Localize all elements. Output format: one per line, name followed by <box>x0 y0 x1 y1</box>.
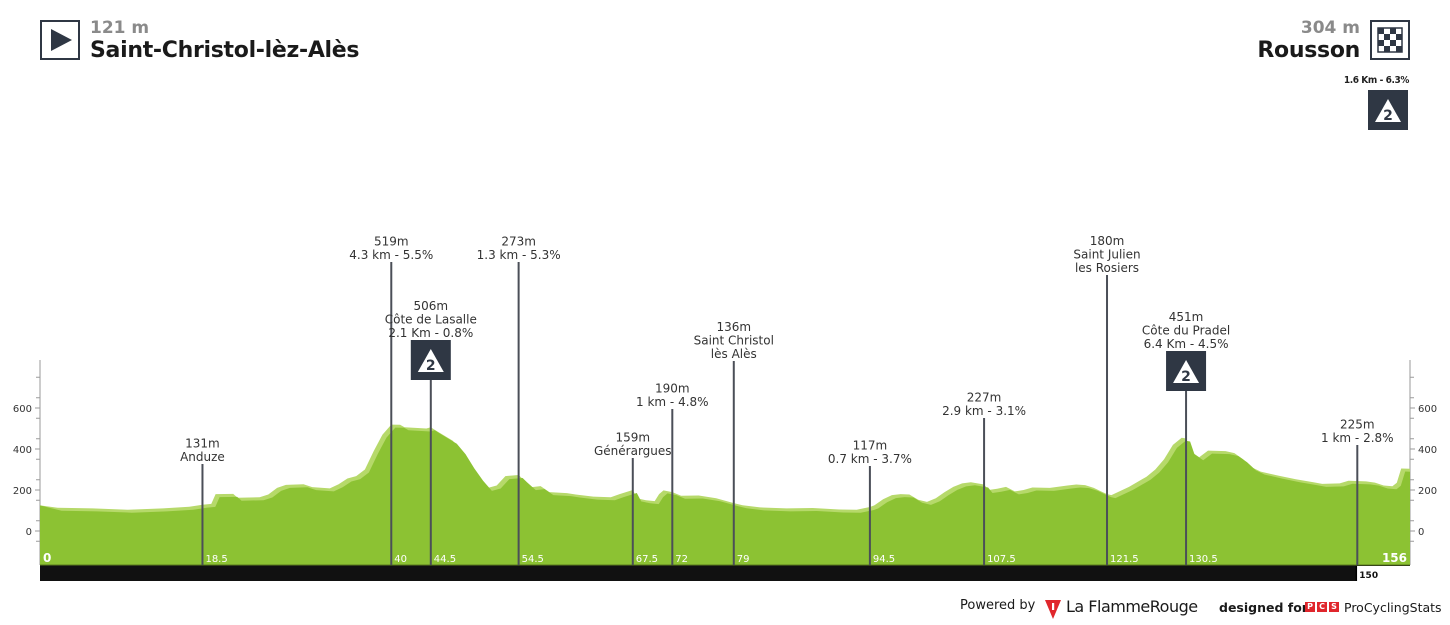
y-tick-label-right: 0 <box>1418 527 1424 538</box>
marker-label-line: lès Alès <box>711 347 757 361</box>
marker-label-line: 2.1 Km - 0.8% <box>388 326 473 340</box>
marker-km-label: 67.5 <box>636 554 658 565</box>
marker-label-line: 0.7 km - 3.7% <box>828 452 912 466</box>
marker-km-label: 130.5 <box>1189 554 1218 565</box>
marker-km-label: 94.5 <box>873 554 895 565</box>
marker-label-line: 117m <box>853 439 888 453</box>
pcs-logo-letter-c: C <box>1317 602 1327 612</box>
km-to-go-box <box>1356 566 1417 581</box>
marker-km-label: 107.5 <box>987 554 1016 565</box>
marker-label-line: 131m <box>185 437 220 451</box>
marker-label-line: 136m <box>716 320 751 334</box>
marker-label-line: 506m <box>414 299 449 313</box>
start-altitude: 121 m <box>90 18 150 38</box>
pcs-logo-letter-p: P <box>1305 602 1315 612</box>
marker-label-line: Saint Julien <box>1073 248 1140 262</box>
y-tick-label-right: 200 <box>1418 486 1437 497</box>
finish-altitude: 304 m <box>1300 18 1360 38</box>
marker-km-label: 40 <box>394 554 407 565</box>
elevation-profile-dark <box>40 427 1410 565</box>
mountain-icon <box>417 349 444 372</box>
km-to-go-label: 150 <box>1359 571 1378 581</box>
marker-km-label: 72 <box>675 554 688 565</box>
marker-label-line: 190m <box>655 382 690 396</box>
mountain-icon <box>1375 99 1401 122</box>
marker-label-line: 159m <box>615 431 650 445</box>
marker-label-line: Côte du Pradel <box>1142 324 1230 338</box>
final-climb-category-badge: 2 <box>1368 90 1408 130</box>
start-km-label: 0 <box>43 551 51 565</box>
marker-label-line: 1 km - 2.8% <box>1321 431 1394 445</box>
finish-header: 304 m Rousson <box>1257 18 1360 64</box>
distance-bar <box>40 565 1410 581</box>
flame-icon <box>1045 600 1061 619</box>
climb-category-badge: 2 <box>410 340 451 380</box>
marker-label-line: 451m <box>1169 310 1204 324</box>
powered-by-text: Powered by <box>960 598 1036 613</box>
marker-km-label: 44.5 <box>434 554 456 565</box>
start-header: 121 m Saint-Christol-lèz-Alès <box>90 18 360 64</box>
marker-km-label: 18.5 <box>205 554 227 565</box>
marker-label-line: 227m <box>967 391 1002 405</box>
marker-label-line: 2.9 km - 3.1% <box>942 404 1026 418</box>
marker-label-line: 1.3 km - 5.3% <box>477 248 561 262</box>
marker-label-line: Anduze <box>180 450 225 464</box>
pcs-logo-letter-s: S <box>1329 602 1339 612</box>
y-tick-label-right: 600 <box>1418 404 1437 415</box>
marker-label-line: Générargues <box>594 444 672 458</box>
checkered-flag-icon <box>1370 20 1410 60</box>
marker-label-line: Saint Christol <box>694 334 774 348</box>
mountain-icon <box>1173 360 1200 383</box>
y-tick-label-left: 400 <box>13 445 32 456</box>
y-tick-label-right: 400 <box>1418 445 1437 456</box>
marker-km-label: 79 <box>737 554 750 565</box>
climb-category-badge: 2 <box>1166 351 1207 391</box>
la-flamme-rouge-brand: La FlammeRouge <box>1066 597 1198 616</box>
y-tick-label-left: 200 <box>13 486 32 497</box>
final-climb-stats: 1.6 Km - 6.3% <box>1343 75 1410 86</box>
start-play-icon <box>40 20 80 60</box>
marker-label-line: Côte de Lasalle <box>385 313 477 327</box>
finish-km-label: 156 <box>1382 551 1407 565</box>
designed-for-text: designed for <box>1219 600 1308 615</box>
marker-label-line: 6.4 Km - 4.5% <box>1144 337 1229 351</box>
marker-km-label: 54.5 <box>522 554 544 565</box>
marker-label-line: 273m <box>501 235 536 249</box>
marker-label-line: 519m <box>374 235 409 249</box>
finish-town: Rousson <box>1257 38 1360 63</box>
start-town: Saint-Christol-lèz-Alès <box>90 38 360 63</box>
marker-label-line: 1 km - 4.8% <box>636 395 709 409</box>
marker-km-label: 121.5 <box>1110 554 1139 565</box>
y-tick-label-left: 600 <box>13 404 32 415</box>
climb-category-number: 2 <box>1181 369 1191 385</box>
marker-label-line: 180m <box>1090 234 1125 248</box>
y-tick-label-left: 0 <box>26 527 32 538</box>
climb-category-number: 2 <box>1383 108 1393 124</box>
procyclingstats-brand: ProCyclingStats <box>1344 600 1442 615</box>
marker-label-line: les Rosiers <box>1075 261 1139 275</box>
marker-label-line: 4.3 km - 5.5% <box>349 248 433 262</box>
climb-category-number: 2 <box>426 358 436 374</box>
marker-label-line: 225m <box>1340 418 1375 432</box>
